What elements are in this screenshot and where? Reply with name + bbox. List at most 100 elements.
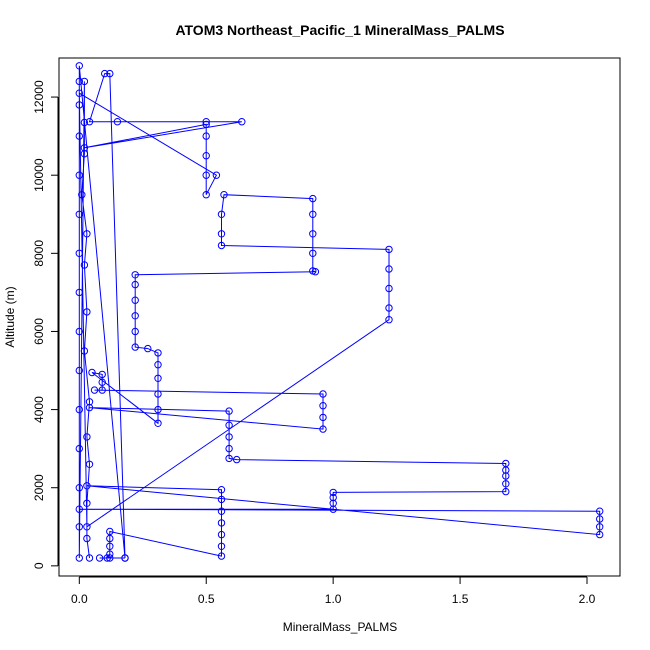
data-point bbox=[319, 390, 327, 398]
data-point bbox=[217, 552, 226, 560]
data-point bbox=[85, 118, 94, 126]
data-point bbox=[385, 245, 393, 254]
data-point bbox=[106, 550, 114, 558]
data-point bbox=[309, 249, 317, 258]
data-point bbox=[319, 425, 327, 433]
data-point bbox=[502, 459, 510, 468]
data-point bbox=[121, 554, 129, 562]
data-point bbox=[131, 327, 139, 336]
data-point bbox=[98, 370, 106, 379]
data-point bbox=[85, 398, 94, 406]
data-point bbox=[596, 507, 604, 515]
data-point bbox=[212, 171, 221, 179]
data-point bbox=[131, 343, 139, 351]
data-point bbox=[225, 454, 233, 463]
data-point bbox=[202, 132, 210, 140]
data-point bbox=[154, 419, 162, 427]
data-point bbox=[131, 312, 139, 320]
data-point bbox=[98, 378, 106, 386]
data-point bbox=[75, 171, 84, 179]
data-point bbox=[80, 261, 89, 269]
y-tick-label: 8000 bbox=[32, 240, 46, 267]
data-point bbox=[83, 433, 91, 441]
data-point bbox=[83, 534, 91, 543]
y-tick-label: 0 bbox=[32, 562, 46, 569]
data-point bbox=[202, 191, 210, 199]
data-point bbox=[319, 413, 327, 422]
x-tick-label: 0.5 bbox=[198, 592, 215, 606]
data-point bbox=[217, 519, 226, 527]
data-point bbox=[144, 344, 152, 353]
data-point bbox=[75, 210, 84, 219]
data-point bbox=[217, 486, 226, 494]
data-point bbox=[217, 210, 226, 219]
data-point bbox=[154, 374, 162, 382]
data-point bbox=[385, 316, 393, 324]
data-point bbox=[309, 230, 317, 238]
data-point bbox=[103, 554, 111, 562]
data-point bbox=[75, 132, 84, 140]
data-point bbox=[85, 403, 94, 412]
data-point bbox=[75, 101, 84, 109]
y-tick-label: 12000 bbox=[32, 80, 46, 114]
x-axis-label: MineralMass_PALMS bbox=[283, 620, 397, 634]
series-layer bbox=[75, 62, 604, 562]
data-point bbox=[220, 191, 228, 199]
data-point bbox=[329, 493, 337, 502]
data-point bbox=[217, 241, 226, 250]
data-point bbox=[329, 499, 337, 507]
chart-title: ATOM3 Northeast_Pacific_1 MineralMass_PA… bbox=[175, 22, 504, 38]
x-tick-label: 1.0 bbox=[325, 592, 342, 606]
y-tick-label: 6000 bbox=[32, 318, 46, 345]
data-point bbox=[83, 230, 91, 238]
plot-frame bbox=[58, 57, 621, 577]
data-point bbox=[75, 288, 84, 297]
data-point bbox=[85, 460, 94, 468]
data-point bbox=[80, 77, 89, 86]
data-point bbox=[75, 62, 84, 70]
x-axis: 0.0 0.5 1.0 1.5 2.0 bbox=[71, 576, 596, 606]
data-point bbox=[131, 280, 139, 289]
data-point bbox=[202, 171, 210, 179]
data-point bbox=[502, 480, 510, 488]
data-point bbox=[83, 482, 91, 490]
data-point bbox=[154, 349, 162, 357]
data-point bbox=[80, 347, 89, 355]
data-point bbox=[217, 495, 226, 504]
data-point bbox=[225, 421, 233, 429]
y-tick-label: 4000 bbox=[32, 396, 46, 423]
data-point bbox=[131, 271, 139, 279]
data-point bbox=[95, 554, 104, 562]
data-point bbox=[502, 472, 510, 480]
data-point bbox=[85, 554, 94, 562]
data-point bbox=[217, 507, 226, 515]
data-point bbox=[90, 386, 99, 394]
y-tick-label: 10000 bbox=[32, 158, 46, 192]
data-point bbox=[385, 284, 393, 293]
data-point bbox=[80, 150, 89, 158]
data-point bbox=[80, 144, 89, 152]
data-point bbox=[75, 444, 84, 453]
data-point bbox=[131, 296, 139, 304]
data-point bbox=[154, 361, 162, 369]
data-point bbox=[75, 249, 84, 258]
data-point bbox=[75, 554, 84, 562]
data-point bbox=[309, 267, 317, 275]
x-tick-label: 2.0 bbox=[579, 592, 596, 606]
data-point bbox=[385, 304, 393, 312]
data-point bbox=[233, 455, 241, 464]
data-point bbox=[106, 527, 114, 536]
y-axis-label: Altitude (m) bbox=[3, 286, 17, 347]
data-point bbox=[80, 118, 89, 127]
y-axis: 0 2000 4000 6000 8000 10000 12000 bbox=[32, 80, 59, 569]
data-point bbox=[217, 230, 226, 238]
data-point bbox=[202, 118, 210, 126]
data-point bbox=[83, 308, 91, 316]
data-point bbox=[596, 530, 604, 539]
data-point bbox=[75, 89, 84, 97]
series-line bbox=[78, 65, 601, 559]
data-point bbox=[106, 534, 114, 543]
data-point bbox=[154, 390, 162, 398]
x-tick-label: 1.5 bbox=[452, 592, 469, 606]
